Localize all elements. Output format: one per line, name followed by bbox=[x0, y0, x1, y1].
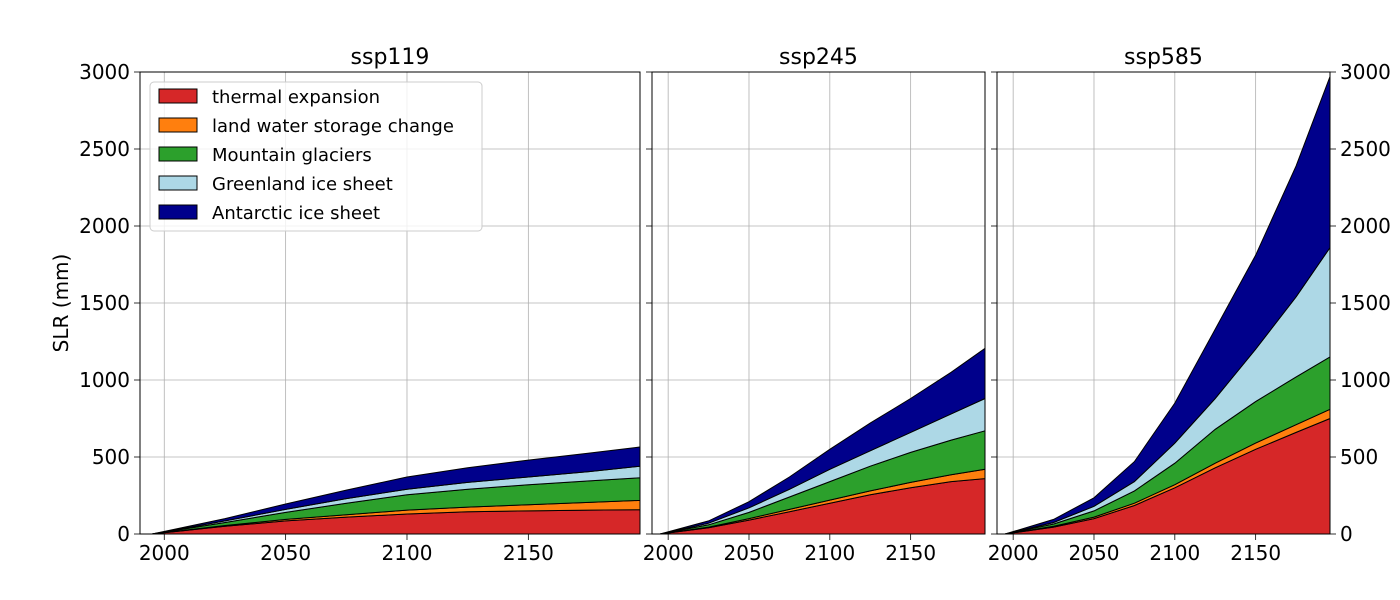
x-tick-label: 2000 bbox=[139, 541, 190, 565]
panel-title: ssp119 bbox=[351, 45, 430, 70]
x-tick-label: 2100 bbox=[1149, 541, 1200, 565]
y-tick-label-right: 1000 bbox=[1340, 368, 1391, 392]
y-tick-label-right: 0 bbox=[1340, 522, 1353, 546]
panel-title: ssp245 bbox=[779, 45, 858, 70]
x-tick-label: 2100 bbox=[804, 541, 855, 565]
y-tick-label-left: 3000 bbox=[79, 60, 130, 84]
legend-swatch bbox=[158, 175, 198, 191]
y-tick-label-right: 2000 bbox=[1340, 214, 1391, 238]
legend-swatch bbox=[158, 146, 198, 162]
y-tick-label-left: 500 bbox=[92, 445, 130, 469]
x-tick-label: 2050 bbox=[1069, 541, 1120, 565]
legend-swatch bbox=[158, 88, 198, 104]
legend-label: Mountain glaciers bbox=[212, 145, 372, 166]
legend: thermal expansion land water storage chan… bbox=[149, 81, 483, 232]
x-tick-label: 2150 bbox=[1230, 541, 1281, 565]
y-tick-label-left: 2000 bbox=[79, 214, 130, 238]
y-tick-label-left: 0 bbox=[117, 522, 130, 546]
y-tick-label-right: 2500 bbox=[1340, 137, 1391, 161]
x-tick-label: 2100 bbox=[382, 541, 433, 565]
legend-swatch bbox=[158, 117, 198, 133]
panel-ssp245: 2000 2050 2100 2150 ssp245 bbox=[643, 45, 986, 565]
x-tick-label: 2000 bbox=[988, 541, 1039, 565]
y-tick-label-left: 1000 bbox=[79, 368, 130, 392]
legend-label: thermal expansion bbox=[212, 87, 380, 108]
legend-frame bbox=[149, 81, 483, 232]
y-tick-label-right: 500 bbox=[1340, 445, 1378, 469]
x-tick-label: 2150 bbox=[885, 541, 936, 565]
x-tick-label: 2150 bbox=[503, 541, 554, 565]
panel-ssp585: 2000 2050 2100 2150 0 500 1000 1500 2000 2500 3000… bbox=[988, 45, 1391, 565]
panel-title: ssp585 bbox=[1124, 45, 1203, 70]
legend-label: Greenland ice sheet bbox=[212, 174, 393, 195]
x-tick-label: 2050 bbox=[724, 541, 775, 565]
y-tick-label-left: 1500 bbox=[79, 291, 130, 315]
y-tick-label-left: 2500 bbox=[79, 137, 130, 161]
y-tick-label-right: 1500 bbox=[1340, 291, 1391, 315]
panel-ssp119: 2000 2050 2100 2150 0 500 1000 1500 2000 2500 3000… bbox=[79, 45, 641, 565]
legend-swatch bbox=[158, 204, 198, 220]
legend-label: Antarctic ice sheet bbox=[212, 203, 380, 224]
x-tick-label: 2000 bbox=[643, 541, 694, 565]
x-tick-label: 2050 bbox=[260, 541, 311, 565]
legend-label: land water storage change bbox=[212, 116, 454, 137]
y-axis-label: SLR (mm) bbox=[49, 254, 73, 353]
y-tick-label-right: 3000 bbox=[1340, 60, 1391, 84]
